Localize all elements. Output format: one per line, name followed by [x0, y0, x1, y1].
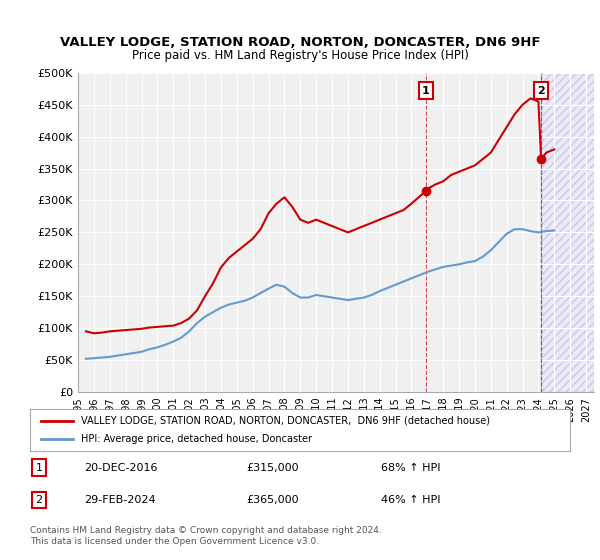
Text: VALLEY LODGE, STATION ROAD, NORTON, DONCASTER,  DN6 9HF (detached house): VALLEY LODGE, STATION ROAD, NORTON, DONC…: [82, 416, 490, 426]
Text: 46% ↑ HPI: 46% ↑ HPI: [381, 495, 440, 505]
Text: £315,000: £315,000: [246, 463, 299, 473]
Text: HPI: Average price, detached house, Doncaster: HPI: Average price, detached house, Donc…: [82, 434, 313, 444]
Text: 2: 2: [537, 86, 545, 96]
Text: 1: 1: [35, 463, 43, 473]
Text: Contains HM Land Registry data © Crown copyright and database right 2024.
This d: Contains HM Land Registry data © Crown c…: [30, 526, 382, 546]
Text: £365,000: £365,000: [246, 495, 299, 505]
Bar: [541, 73, 594, 392]
Text: 68% ↑ HPI: 68% ↑ HPI: [381, 463, 440, 473]
Text: 29-FEB-2024: 29-FEB-2024: [84, 495, 155, 505]
Text: 20-DEC-2016: 20-DEC-2016: [84, 463, 157, 473]
Bar: [541, 73, 594, 392]
Text: 2: 2: [35, 495, 43, 505]
Text: VALLEY LODGE, STATION ROAD, NORTON, DONCASTER, DN6 9HF: VALLEY LODGE, STATION ROAD, NORTON, DONC…: [60, 36, 540, 49]
Text: Price paid vs. HM Land Registry's House Price Index (HPI): Price paid vs. HM Land Registry's House …: [131, 49, 469, 62]
Text: 1: 1: [422, 86, 430, 96]
